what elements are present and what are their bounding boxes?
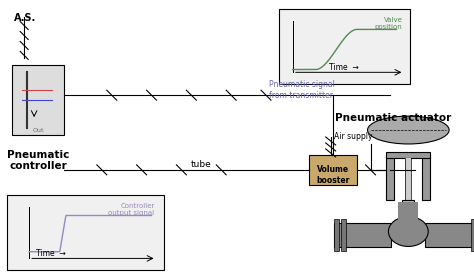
Bar bbox=[334, 222, 392, 248]
Text: Pneumatic signal
from transmitter: Pneumatic signal from transmitter bbox=[269, 80, 335, 100]
Bar bbox=[422, 155, 430, 200]
Bar bbox=[7, 195, 164, 270]
Bar bbox=[425, 222, 474, 248]
Text: Valve
position: Valve position bbox=[374, 16, 402, 30]
Bar bbox=[334, 219, 338, 251]
Bar bbox=[12, 65, 64, 135]
Ellipse shape bbox=[388, 217, 428, 246]
Bar bbox=[341, 219, 346, 251]
Text: Air supply: Air supply bbox=[334, 132, 372, 141]
Text: Pneumatic: Pneumatic bbox=[7, 150, 69, 160]
Text: tube: tube bbox=[191, 160, 212, 169]
Text: Controller
output signal: Controller output signal bbox=[109, 203, 155, 216]
Bar bbox=[309, 155, 356, 185]
Bar bbox=[386, 152, 430, 158]
Text: booster: booster bbox=[316, 176, 349, 185]
Ellipse shape bbox=[367, 116, 449, 144]
Bar bbox=[402, 200, 414, 208]
Bar bbox=[471, 219, 474, 251]
Text: Volume: Volume bbox=[317, 165, 349, 174]
Bar bbox=[405, 158, 411, 200]
Bar bbox=[279, 9, 410, 84]
Text: Out: Out bbox=[32, 128, 44, 133]
Text: Pneumatic actuator: Pneumatic actuator bbox=[335, 113, 452, 123]
Text: Time  →: Time → bbox=[329, 63, 358, 72]
Bar bbox=[398, 202, 418, 222]
Text: A.S.: A.S. bbox=[14, 13, 36, 23]
Text: controller: controller bbox=[9, 161, 67, 171]
Text: Time  →: Time → bbox=[36, 249, 66, 258]
Bar bbox=[386, 155, 394, 200]
